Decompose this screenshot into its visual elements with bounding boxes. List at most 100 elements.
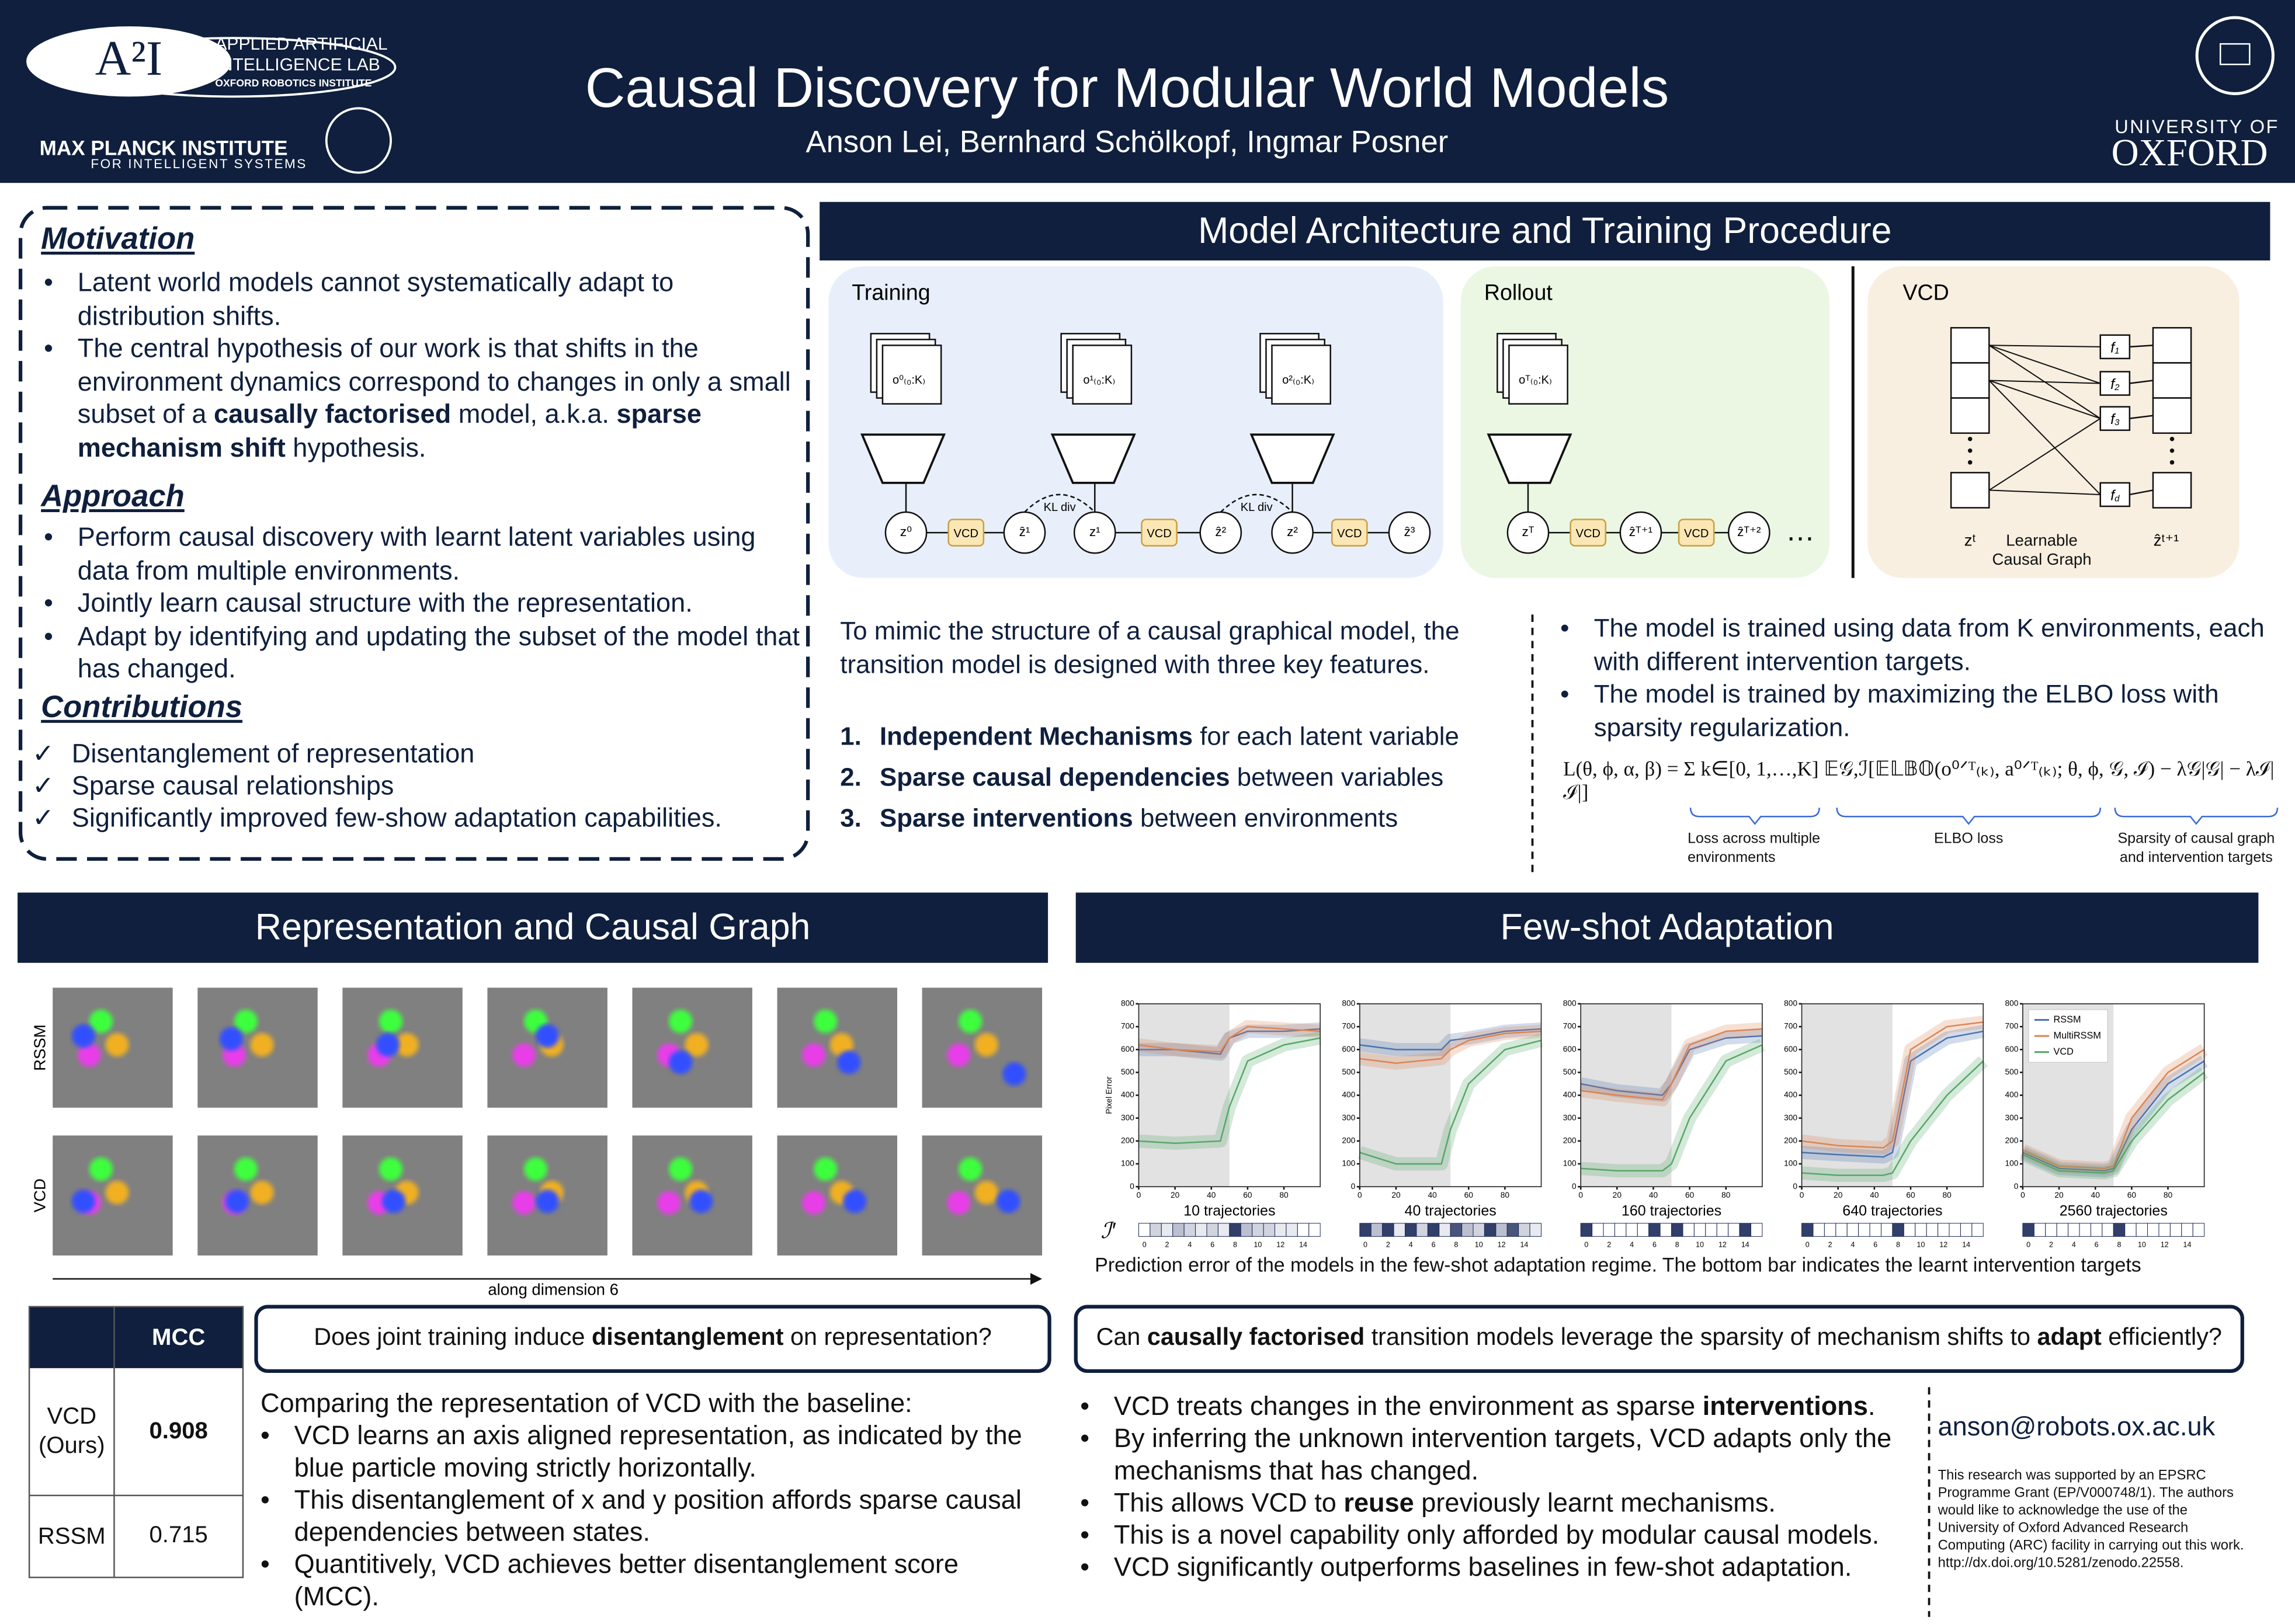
- intervention-cell: [2102, 1223, 2114, 1237]
- y-tick-label: 500: [2005, 1067, 2018, 1076]
- chart-title: 10 trajectories: [1183, 1202, 1275, 1219]
- x-tick-label: 40: [2091, 1191, 2100, 1199]
- x-tick-label: 80: [1279, 1191, 1289, 1199]
- intervention-cell: [1529, 1223, 1542, 1237]
- lab-name: OXFORD ROBOTICS INSTITUTE: [215, 79, 372, 89]
- oxford-seal: [2195, 16, 2275, 95]
- particle: [89, 1009, 113, 1034]
- intervention-cell: [1506, 1223, 1519, 1237]
- node: [884, 511, 928, 554]
- variable-box: [2152, 397, 2192, 434]
- kl-arc: [1024, 493, 1096, 513]
- intervention-cell: [1971, 1223, 1984, 1237]
- intervention-tick: 2: [1165, 1241, 1169, 1249]
- intervention-cell: [2056, 1223, 2069, 1237]
- intervention-cell: [1648, 1223, 1661, 1237]
- y-tick-label: 700: [1563, 1022, 1577, 1031]
- dot: [2169, 436, 2175, 441]
- intervention-tick: 0: [1363, 1241, 1367, 1249]
- intervention-tick: 12: [1276, 1241, 1284, 1249]
- y-tick-label: 700: [2005, 1022, 2018, 1031]
- intervention-cell: [2136, 1223, 2148, 1237]
- intervention-cell: [1892, 1223, 1904, 1237]
- arrow-head: [1030, 1272, 1043, 1285]
- encoder: [1249, 433, 1335, 484]
- x-tick-label: 60: [1243, 1191, 1252, 1199]
- graph-label: Learnable Causal Graph: [1992, 533, 2092, 569]
- particle: [250, 1181, 274, 1205]
- text-run: Sparse interventions: [879, 803, 1133, 833]
- intervention-tick: 0: [2026, 1241, 2030, 1249]
- intervention-cell: [1274, 1223, 1287, 1237]
- intervention-cell: [1915, 1223, 1927, 1237]
- plot-frame: [1801, 1003, 1984, 1188]
- observation-frame: [1508, 345, 1568, 405]
- y-tick-label: 100: [1563, 1159, 1577, 1168]
- connector: [1989, 345, 2100, 347]
- text-run: interventions: [1702, 1391, 1868, 1421]
- latent-label: z⁰: [900, 524, 912, 539]
- x-tick-label: 40: [1870, 1191, 1879, 1199]
- mechanism-box: [2099, 334, 2131, 360]
- intervention-cell: [2181, 1223, 2193, 1237]
- mechanism-name: f: [2110, 339, 2116, 356]
- list-item: VCD learns an axis aligned representatio…: [258, 1420, 1033, 1484]
- particle: [829, 1033, 853, 1057]
- logo-swoosh: [72, 37, 397, 98]
- label: ẑᵗ⁺¹: [2154, 531, 2179, 549]
- mechanism-name: f: [2110, 376, 2116, 392]
- intervention-cell: [1286, 1223, 1298, 1237]
- series-line: [1359, 1028, 1541, 1051]
- particle: [524, 1157, 548, 1181]
- intervention-cell: [1801, 1223, 1814, 1237]
- x-tick-label: 0: [1800, 1191, 1804, 1199]
- list-item: Sparse causal dependencies between varia…: [840, 756, 1528, 797]
- label: VCD: [1147, 527, 1171, 540]
- intervention-cell: [1716, 1223, 1729, 1237]
- intervention-tick: 2: [1828, 1241, 1832, 1249]
- y-tick-label: 300: [1784, 1113, 1797, 1122]
- intervention-tick: 2: [2049, 1241, 2053, 1249]
- list-item: Latent world models cannot systematicall…: [41, 266, 805, 332]
- connector: [2129, 345, 2154, 348]
- particle: [376, 1033, 400, 1057]
- text-run: previously learnt mechanisms.: [1414, 1488, 1776, 1518]
- intervention-tick: 6: [1432, 1241, 1436, 1249]
- x-tick-label: 40: [1649, 1191, 1658, 1199]
- y-tick-label: 700: [1784, 1022, 1797, 1031]
- intervention-tick: 10: [1696, 1241, 1704, 1249]
- plot-frame: [1359, 1003, 1542, 1188]
- observation-frame: [881, 345, 942, 405]
- oxford-line: UNIVERSITY OF: [2115, 115, 2279, 138]
- list-item: Significantly improved few-show adaptati…: [32, 802, 796, 834]
- intervention-cell: [1461, 1223, 1474, 1237]
- label: zᵗ: [1964, 531, 1976, 549]
- table-cell: 0.715: [149, 1523, 208, 1549]
- mechanism-label: f1: [2110, 339, 2119, 356]
- fewshot-list: VCD treats changes in the environment as…: [1077, 1390, 1926, 1583]
- particle: [837, 1051, 861, 1074]
- legend-box: [2028, 1009, 2108, 1063]
- particle: [105, 1181, 129, 1205]
- y-tick-label: 800: [1563, 999, 1577, 1008]
- y-tick-label: 600: [1121, 1045, 1134, 1053]
- intervention-cell: [1297, 1223, 1310, 1237]
- text-run: VCD treats changes in the environment as…: [1113, 1391, 1703, 1421]
- intervention-cell: [1881, 1223, 1893, 1237]
- intervention-cell: [1370, 1223, 1383, 1237]
- particle: [234, 1009, 258, 1034]
- intervention-cell: [1518, 1223, 1530, 1237]
- table-cell: RSSM: [37, 1524, 106, 1550]
- intervention-cell: [1728, 1223, 1740, 1237]
- variable-box: [1950, 362, 1990, 399]
- intervention-cell: [1495, 1223, 1508, 1237]
- intervention-tick: 12: [1498, 1241, 1506, 1249]
- intervention-cell: [1308, 1223, 1321, 1237]
- particle: [689, 1190, 713, 1213]
- intervention-cell: [2033, 1223, 2046, 1237]
- dot: [2169, 448, 2175, 453]
- connector: [1988, 380, 2101, 419]
- particle: [536, 1024, 560, 1048]
- intervention-cell: [1217, 1223, 1230, 1237]
